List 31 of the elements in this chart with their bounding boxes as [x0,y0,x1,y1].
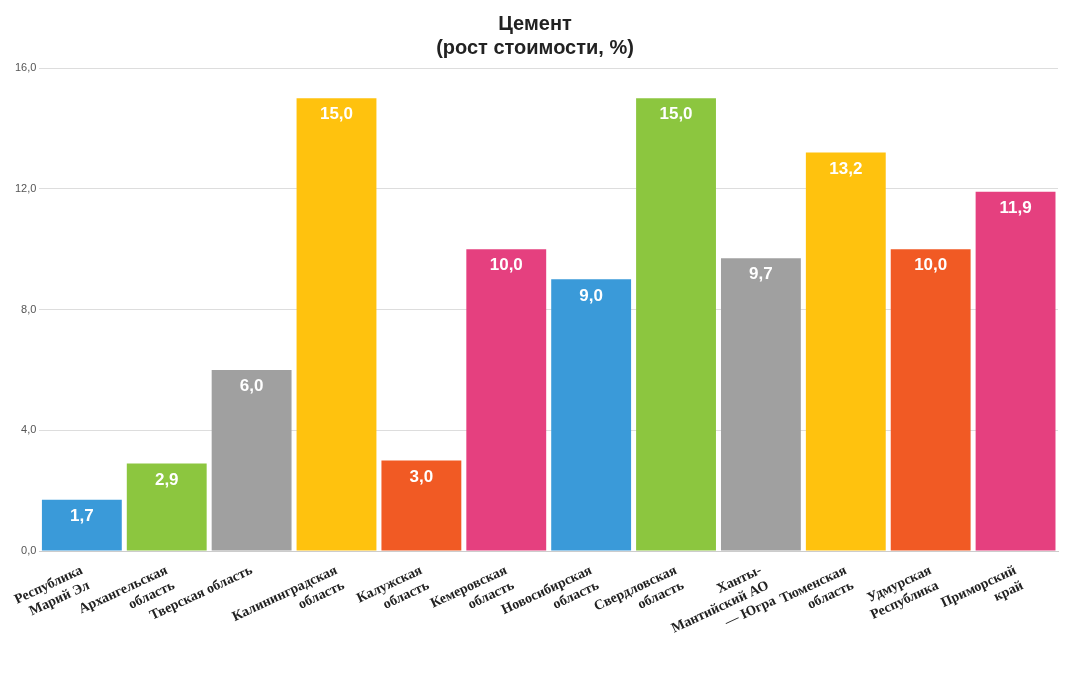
data-label: 1,7 [70,505,94,525]
data-label: 2,9 [154,469,179,489]
data-label: 13,2 [829,158,863,178]
y-tick-label: 8,0 [21,302,37,315]
bar [975,191,1056,551]
y-tick-label: 16,0 [14,61,37,74]
data-label: 3,0 [409,466,434,486]
bar [720,258,801,551]
y-tick-label: 12,0 [14,181,37,194]
data-label: 11,9 [999,197,1032,217]
data-label: 9,0 [579,285,603,305]
bar [466,249,547,551]
bar [636,98,716,551]
data-label: 15,0 [319,104,354,124]
data-label: 10,0 [914,255,948,275]
chart-subtitle: (рост стоимости, %) [436,35,634,58]
data-label: 6,0 [239,376,264,396]
bar [296,98,377,551]
bar [551,279,632,551]
data-label: 10,0 [489,255,523,275]
bar [126,463,207,551]
bar [41,499,122,551]
bar [890,249,971,551]
chart-title: Цемент [498,11,572,34]
data-label: 15,0 [659,104,693,124]
data-label: 9,7 [749,264,773,284]
y-tick-label: 4,0 [21,423,37,436]
y-tick-label: 0,0 [21,544,37,557]
bar [381,460,462,551]
bar [805,152,886,551]
bar [211,369,292,551]
